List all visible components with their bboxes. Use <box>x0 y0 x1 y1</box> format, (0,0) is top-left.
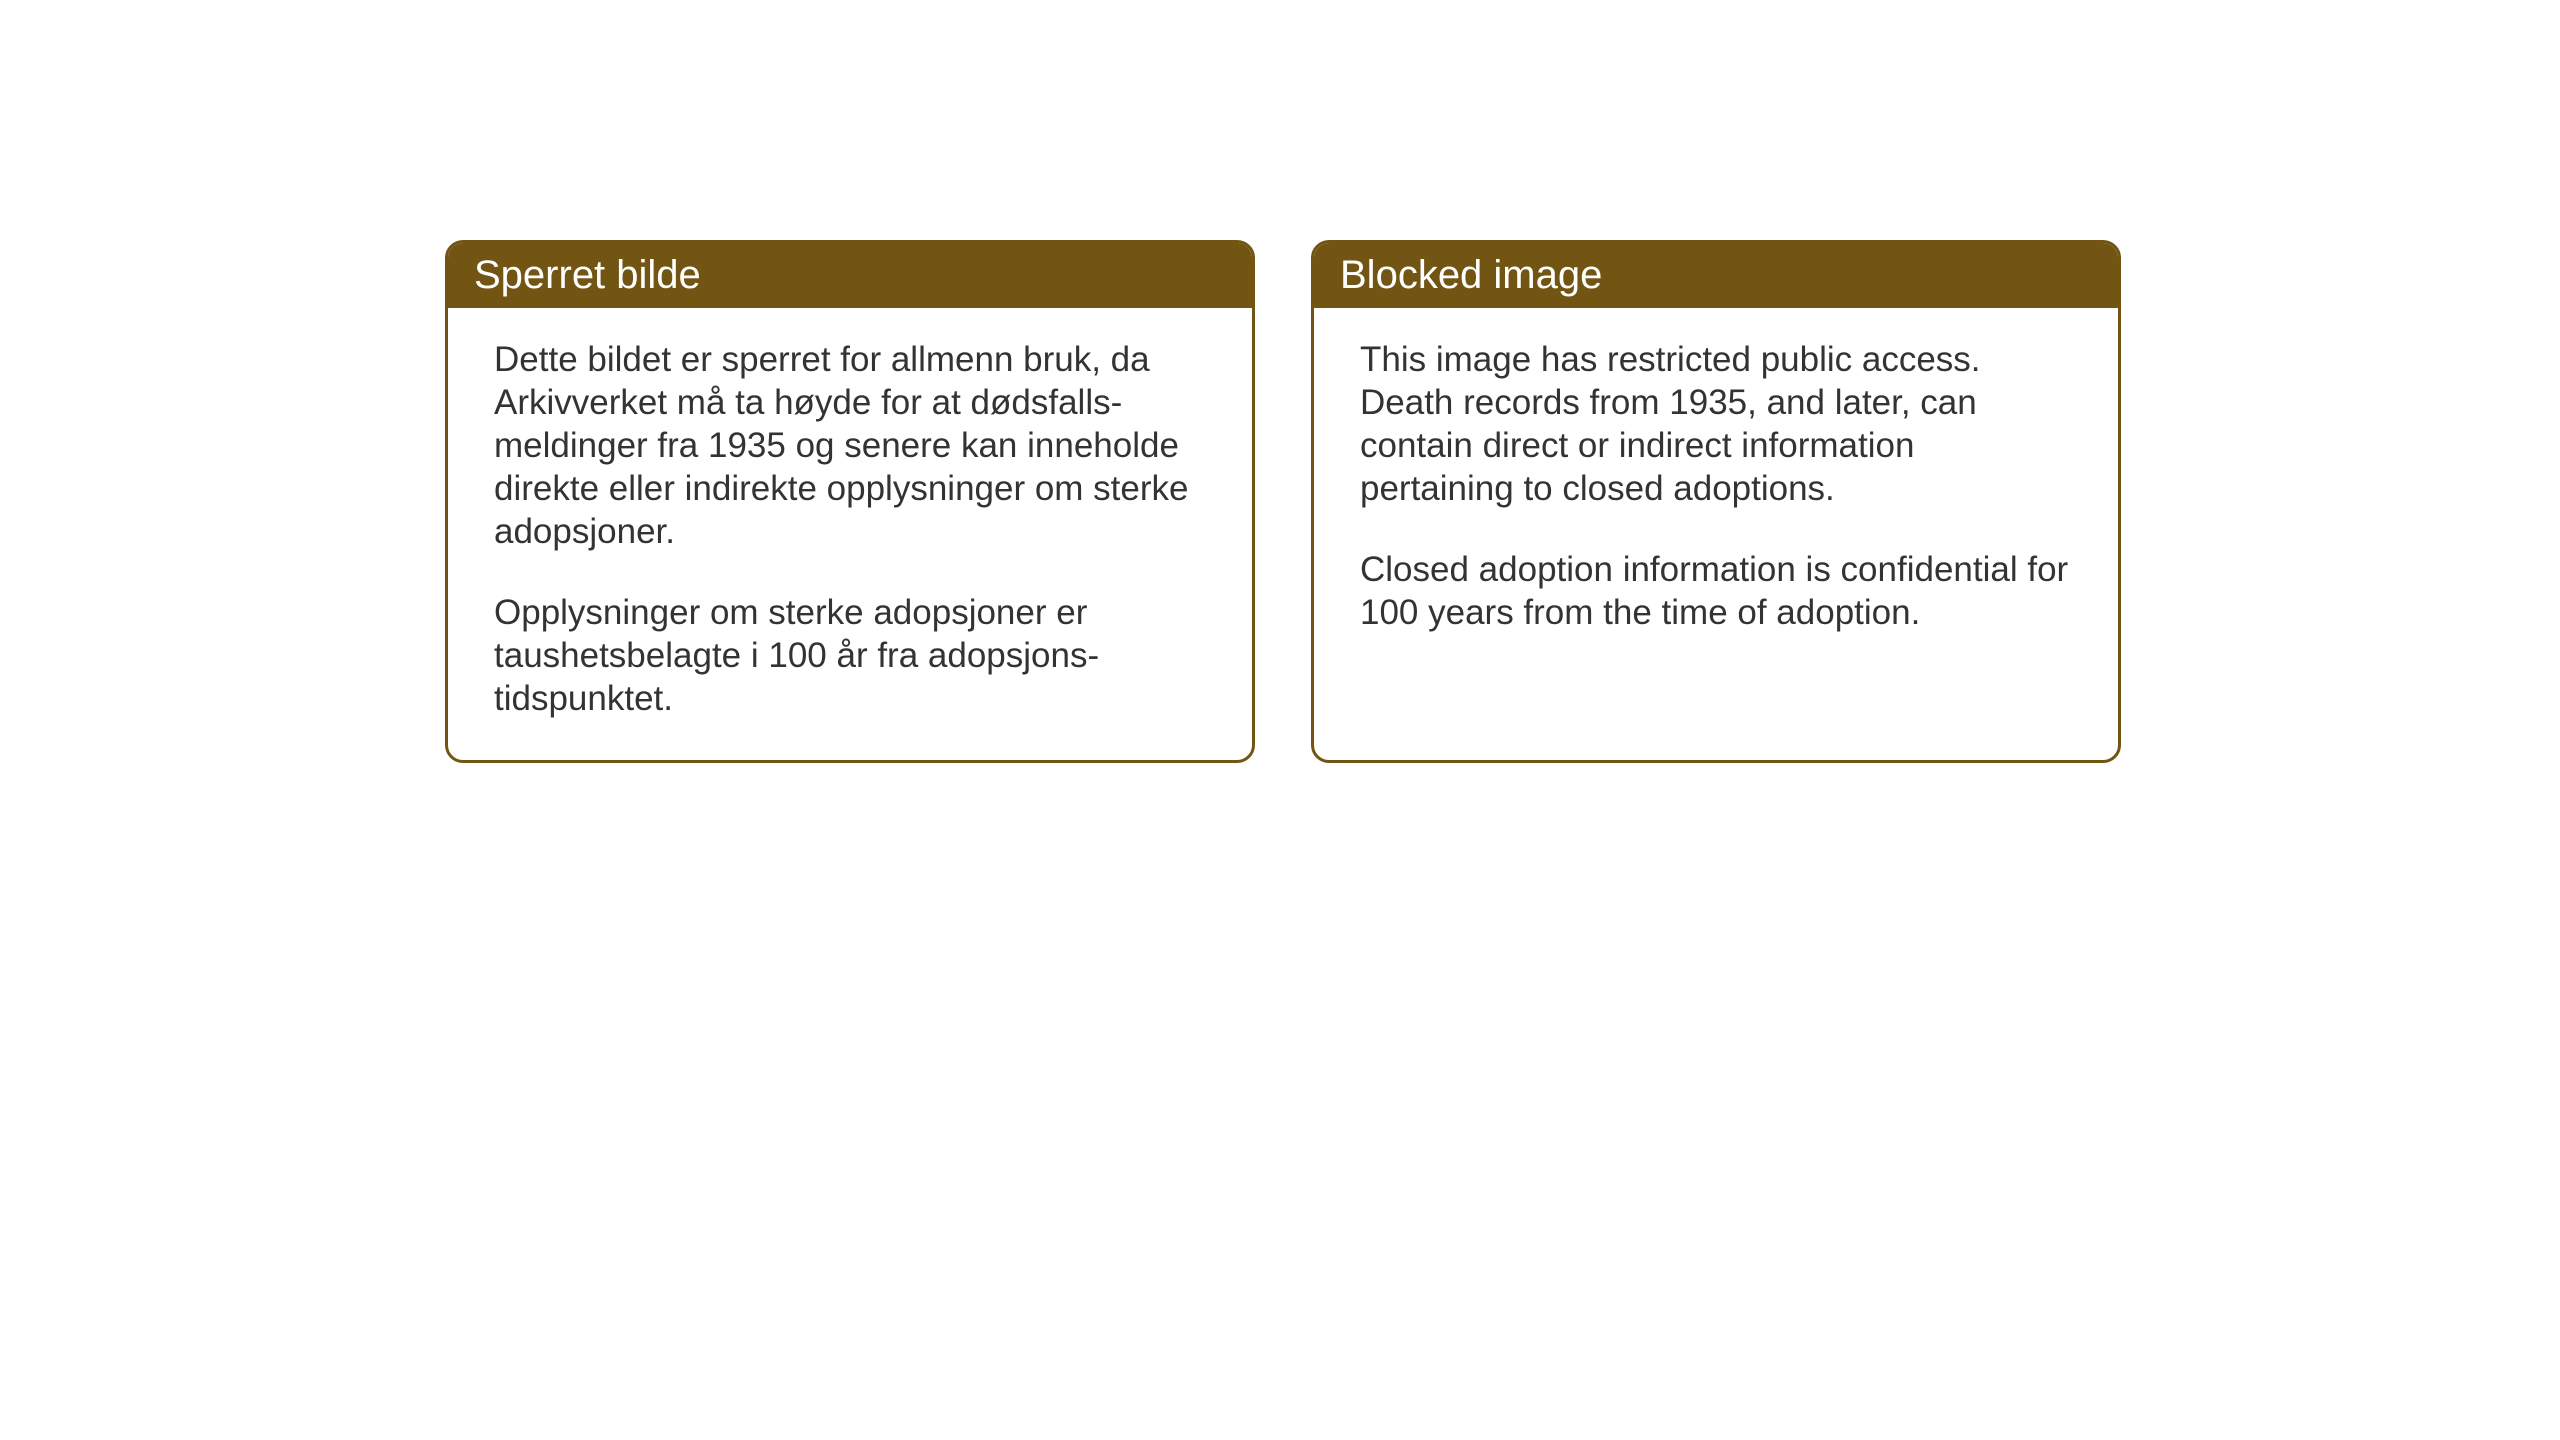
english-card-body: This image has restricted public access.… <box>1314 308 2118 674</box>
norwegian-paragraph-1: Dette bildet er sperret for allmenn bruk… <box>494 338 1206 553</box>
english-paragraph-2: Closed adoption information is confident… <box>1360 548 2072 634</box>
norwegian-card-body: Dette bildet er sperret for allmenn bruk… <box>448 308 1252 760</box>
notice-container: Sperret bilde Dette bildet er sperret fo… <box>445 240 2121 763</box>
english-paragraph-1: This image has restricted public access.… <box>1360 338 2072 510</box>
english-card-title: Blocked image <box>1314 243 2118 308</box>
norwegian-card-title: Sperret bilde <box>448 243 1252 308</box>
english-notice-card: Blocked image This image has restricted … <box>1311 240 2121 763</box>
norwegian-notice-card: Sperret bilde Dette bildet er sperret fo… <box>445 240 1255 763</box>
norwegian-paragraph-2: Opplysninger om sterke adopsjoner er tau… <box>494 591 1206 720</box>
